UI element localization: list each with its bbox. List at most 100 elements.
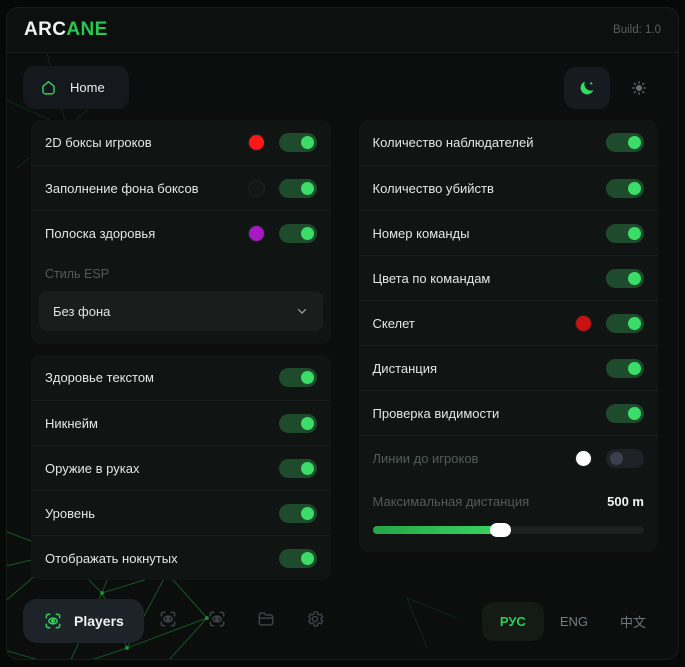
2d-player-boxes-color-swatch[interactable]	[248, 135, 264, 150]
lines-to-players-color-swatch[interactable]	[576, 450, 591, 466]
slider-head: Максимальная дистанция 500 m	[359, 480, 659, 522]
row-controls	[248, 133, 317, 152]
row-controls	[248, 223, 317, 243]
distance-toggle[interactable]	[606, 358, 644, 378]
team-number-row: Номер команды	[358, 210, 658, 255]
weapon-in-hands-row: Оружие в руках	[31, 445, 331, 490]
toggle-knob	[628, 181, 641, 195]
skeleton-toggle[interactable]	[606, 313, 644, 333]
nav-icon-group	[144, 609, 340, 634]
app-logo: ARCANE	[24, 19, 108, 41]
language-eng[interactable]: ENG	[559, 613, 588, 629]
light-theme-button[interactable]	[616, 67, 662, 109]
esp-style-select[interactable]: Без фона	[39, 291, 323, 331]
row-controls	[576, 313, 644, 333]
home-label: Home	[70, 80, 105, 95]
spectator-count-toggle[interactable]	[606, 133, 644, 152]
toggle-knob	[628, 361, 641, 375]
box-background-fill-toggle[interactable]	[278, 178, 317, 198]
scan-eye-icon	[158, 609, 178, 634]
logo-text-accent: ANE	[66, 19, 108, 40]
nickname-row: Никнейм	[31, 400, 331, 445]
row-controls	[606, 358, 644, 378]
row-label: Отображать нокнутых	[45, 550, 178, 566]
language-switcher: РУС ENG 中文	[481, 600, 662, 643]
language-rus[interactable]: РУС	[481, 601, 544, 641]
team-colors-row: Цвета по командам	[358, 255, 658, 300]
level-row: Уровень	[31, 490, 331, 535]
row-label: Здоровье текстом	[45, 370, 154, 385]
kill-count-toggle[interactable]	[606, 178, 644, 198]
row-label: Скелет	[372, 315, 415, 331]
players-tab[interactable]: Players	[23, 599, 144, 643]
sun-icon	[632, 80, 646, 95]
build-version: Build: 1.0	[613, 24, 661, 36]
toggle-knob	[628, 226, 641, 240]
health-bar-color-swatch[interactable]	[248, 225, 264, 241]
2d-player-boxes-toggle[interactable]	[278, 133, 317, 152]
toolbar: Home	[23, 66, 662, 109]
max-distance-block: Максимальная дистанция 500 m	[359, 480, 659, 537]
health-bar-toggle[interactable]	[278, 223, 317, 243]
health-text-row: Здоровье текстом	[31, 355, 331, 400]
row-controls	[278, 548, 317, 568]
row-label: Количество наблюдателей	[372, 135, 534, 150]
row-controls	[278, 413, 317, 433]
row-controls	[606, 268, 644, 288]
row-label: Оружие в руках	[45, 460, 140, 476]
slider-fill	[372, 526, 501, 534]
skeleton-color-swatch[interactable]	[576, 315, 591, 331]
logo-text-primary: ARC	[24, 19, 67, 40]
nav-button-3[interactable]	[242, 609, 291, 634]
team-colors-toggle[interactable]	[606, 268, 644, 288]
spectator-count-row: Количество наблюдателей	[359, 120, 659, 165]
app-window: ARCANE Build: 1.0 Home	[6, 7, 679, 660]
toggle-knob	[300, 371, 314, 384]
scan-eye-icon	[207, 609, 227, 634]
row-label: Никнейм	[45, 415, 98, 431]
health-text-toggle[interactable]	[278, 368, 317, 387]
players-label: Players	[74, 613, 124, 629]
lines-to-players-toggle[interactable]	[606, 448, 644, 468]
box-background-fill-row: Заполнение фона боксов	[31, 165, 331, 210]
nav-button-1[interactable]	[144, 609, 193, 634]
level-toggle[interactable]	[278, 503, 317, 523]
language-zh[interactable]: 中文	[619, 614, 646, 630]
row-label: Номер команды	[372, 225, 470, 241]
scan-eye-icon	[45, 613, 61, 629]
toggle-knob	[628, 271, 641, 285]
slider-thumb[interactable]	[490, 523, 512, 537]
settings-section: 2D боксы игроков Заполнение фона боксов По…	[31, 120, 331, 344]
row-controls	[278, 458, 317, 478]
2d-player-boxes-row: 2D боксы игроков	[31, 120, 331, 165]
box-background-fill-color-swatch[interactable]	[248, 180, 264, 196]
settings-area: 2D боксы игроков Заполнение фона боксов По…	[7, 118, 678, 591]
max-distance-slider[interactable]	[372, 523, 644, 537]
weapon-in-hands-toggle[interactable]	[278, 458, 317, 478]
skeleton-row: Скелет	[358, 300, 658, 345]
settings-section: Здоровье текстом Никнейм Оружие в руках Уро…	[31, 355, 331, 580]
home-button[interactable]: Home	[23, 66, 129, 109]
row-label: Линии до игроков	[372, 450, 479, 466]
theme-switcher	[564, 66, 662, 109]
health-bar-row: Полоска здоровья	[31, 210, 331, 255]
row-label: Дистанция	[372, 360, 438, 376]
settings-column-right: Количество наблюдателей Количество убийст…	[358, 120, 659, 563]
nav-button-2[interactable]	[193, 609, 242, 634]
row-controls	[606, 178, 644, 198]
toggle-knob	[628, 316, 641, 330]
show-knocked-toggle[interactable]	[278, 548, 317, 568]
select-value: Без фона	[53, 303, 111, 319]
row-controls	[606, 403, 644, 423]
visibility-check-toggle[interactable]	[606, 403, 644, 423]
bottom-bar: Players РУС ENG 中文	[7, 591, 678, 659]
dark-theme-button[interactable]	[564, 66, 610, 109]
team-number-toggle[interactable]	[606, 223, 644, 243]
nav-button-4[interactable]	[291, 609, 340, 634]
visibility-check-row: Проверка видимости	[358, 390, 658, 435]
bottom-nav: Players	[23, 599, 340, 643]
row-controls	[278, 368, 317, 387]
nickname-toggle[interactable]	[278, 413, 317, 433]
header: ARCANE Build: 1.0	[7, 8, 678, 53]
row-label: Количество убийств	[372, 180, 494, 196]
